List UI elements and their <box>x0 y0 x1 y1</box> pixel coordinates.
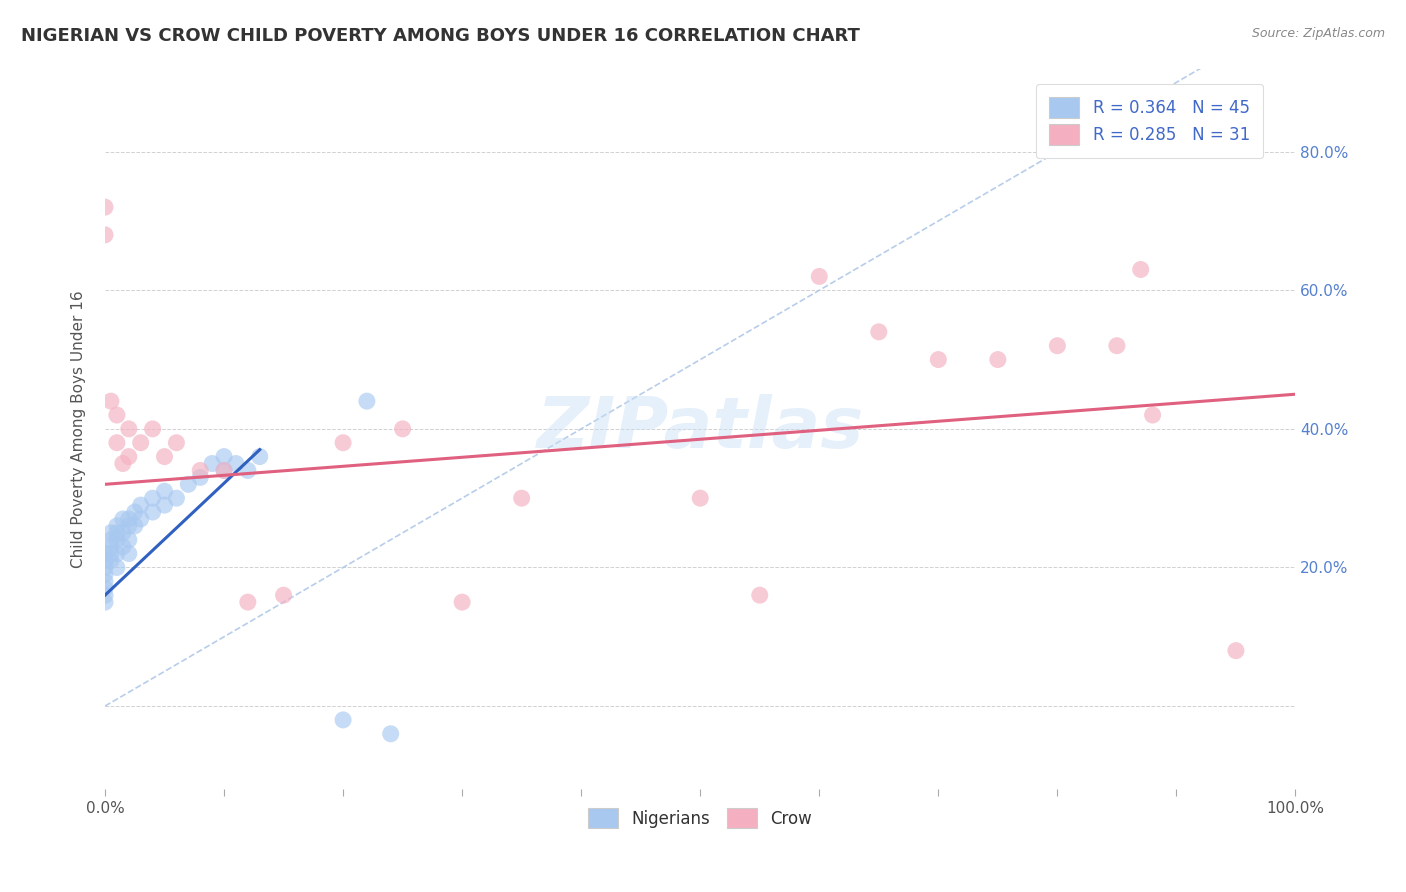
Point <box>94 595 117 609</box>
Point <box>356 394 378 409</box>
Point <box>212 450 235 464</box>
Point <box>100 394 122 409</box>
Point <box>94 581 117 595</box>
Point <box>142 505 165 519</box>
Text: NIGERIAN VS CROW CHILD POVERTY AMONG BOYS UNDER 16 CORRELATION CHART: NIGERIAN VS CROW CHILD POVERTY AMONG BOY… <box>21 27 860 45</box>
Point <box>94 227 117 242</box>
Point <box>129 512 152 526</box>
Point <box>105 525 128 540</box>
Point <box>212 463 235 477</box>
Legend: Nigerians, Crow: Nigerians, Crow <box>582 801 818 835</box>
Point <box>100 553 122 567</box>
Point <box>153 450 176 464</box>
Point <box>153 498 176 512</box>
Point <box>105 435 128 450</box>
Point <box>124 505 146 519</box>
Point <box>1105 339 1128 353</box>
Point <box>808 269 831 284</box>
Point <box>118 422 141 436</box>
Point <box>100 547 122 561</box>
Point <box>111 525 134 540</box>
Point <box>201 457 224 471</box>
Point <box>391 422 413 436</box>
Point <box>94 200 117 214</box>
Text: ZIPatlas: ZIPatlas <box>537 394 863 463</box>
Point <box>111 540 134 554</box>
Point <box>165 491 187 505</box>
Point <box>105 560 128 574</box>
Point <box>94 574 117 589</box>
Point <box>118 533 141 547</box>
Point <box>100 540 122 554</box>
Point <box>332 713 354 727</box>
Point <box>105 533 128 547</box>
Point <box>94 553 117 567</box>
Point <box>118 547 141 561</box>
Point <box>249 450 271 464</box>
Point <box>987 352 1010 367</box>
Point <box>689 491 711 505</box>
Point <box>105 519 128 533</box>
Point <box>225 457 247 471</box>
Point <box>111 512 134 526</box>
Point <box>188 463 211 477</box>
Point <box>1225 643 1247 657</box>
Point <box>142 491 165 505</box>
Point <box>212 463 235 477</box>
Point <box>1142 408 1164 422</box>
Point <box>129 498 152 512</box>
Point <box>94 588 117 602</box>
Point <box>100 533 122 547</box>
Point <box>380 727 402 741</box>
Point <box>94 547 117 561</box>
Y-axis label: Child Poverty Among Boys Under 16: Child Poverty Among Boys Under 16 <box>72 290 86 567</box>
Point <box>105 547 128 561</box>
Point <box>111 457 134 471</box>
Point <box>129 435 152 450</box>
Point <box>188 470 211 484</box>
Point <box>124 519 146 533</box>
Point <box>105 408 128 422</box>
Point <box>118 512 141 526</box>
Point <box>451 595 474 609</box>
Point <box>165 435 187 450</box>
Point <box>1129 262 1152 277</box>
Point <box>510 491 533 505</box>
Point <box>1046 339 1069 353</box>
Point <box>153 484 176 499</box>
Point <box>927 352 949 367</box>
Point <box>748 588 770 602</box>
Point <box>94 560 117 574</box>
Point <box>118 450 141 464</box>
Point <box>236 463 259 477</box>
Point <box>94 567 117 582</box>
Point <box>177 477 200 491</box>
Point <box>236 595 259 609</box>
Point <box>868 325 890 339</box>
Text: Source: ZipAtlas.com: Source: ZipAtlas.com <box>1251 27 1385 40</box>
Point <box>332 435 354 450</box>
Point <box>142 422 165 436</box>
Point <box>118 519 141 533</box>
Point <box>100 525 122 540</box>
Point <box>273 588 295 602</box>
